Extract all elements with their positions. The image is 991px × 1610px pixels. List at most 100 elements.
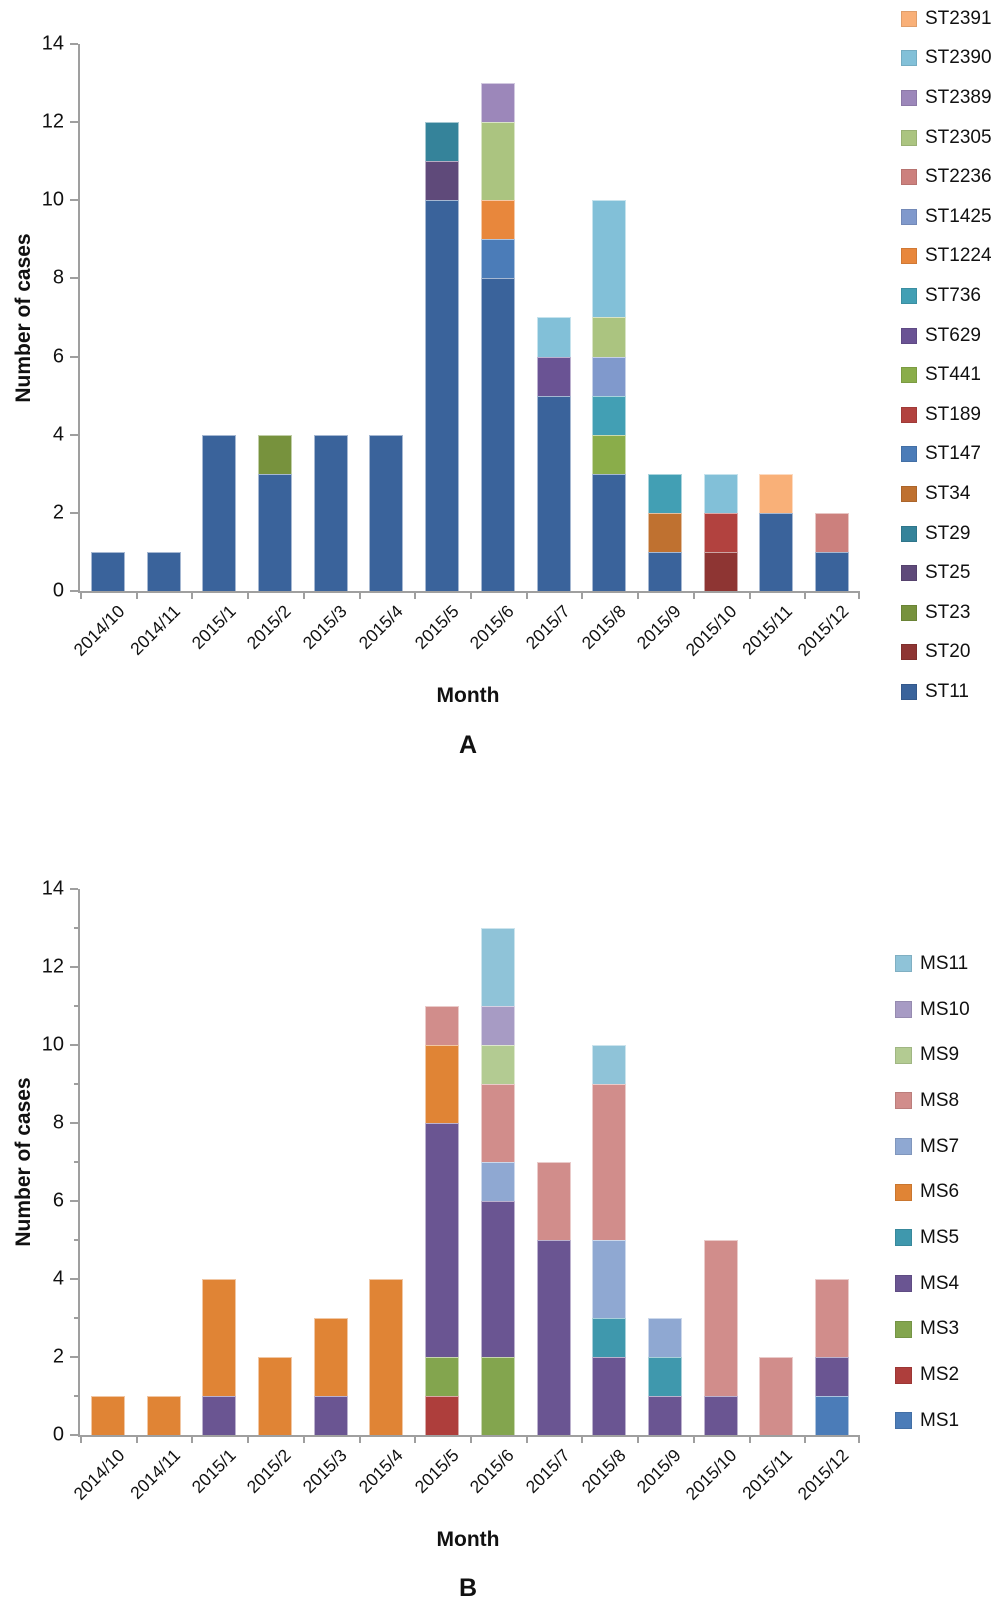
legend-label: ST2391 (925, 7, 991, 29)
x-axis-tick (804, 1435, 806, 1443)
legend-swatch (895, 1138, 912, 1156)
legend-swatch (901, 485, 917, 502)
x-axis-tick (749, 1435, 751, 1443)
bar-segment-MS8 (704, 1240, 738, 1396)
x-axis-category-label: 2015/4 (354, 1445, 407, 1497)
legend-item: ST2391 (901, 0, 991, 39)
y-axis-tick (70, 434, 78, 436)
bar-stack (147, 1396, 181, 1435)
x-axis-tick (80, 591, 82, 599)
panel-label-a: A (458, 731, 478, 759)
legend-item: ST2390 (901, 39, 991, 79)
bar-segment-ST11 (481, 278, 515, 591)
legend-swatch (901, 208, 917, 225)
bar-stack (648, 474, 682, 591)
legend-swatch (895, 1229, 912, 1247)
bar-segment-MS4 (202, 1396, 236, 1435)
bar-stack (704, 474, 738, 591)
legend-label: ST23 (925, 601, 971, 623)
bar-segment-ST2390 (704, 474, 738, 513)
legend-swatch (901, 327, 917, 344)
legend-item: ST189 (901, 395, 991, 435)
x-axis-category-label: 2015/12 (793, 601, 853, 660)
legend-item: MS11 (895, 941, 970, 987)
x-axis-category-label: 2014/10 (69, 1445, 129, 1504)
y-axis-minor-tick (74, 1005, 79, 1007)
legend-swatch (901, 129, 917, 146)
legend-item: MS9 (895, 1032, 970, 1078)
x-axis-tick (804, 591, 806, 599)
legend-label: ST25 (925, 562, 971, 584)
legend-item: MS5 (895, 1215, 970, 1261)
x-axis-category-label: 2015/3 (298, 601, 351, 653)
bar-segment-MS6 (314, 1318, 348, 1396)
legend-label: ST441 (925, 364, 981, 386)
legend-item: ST441 (901, 355, 991, 395)
legend-label: ST29 (925, 522, 971, 544)
x-axis-category-label: 2015/3 (298, 1445, 351, 1497)
bar-stack (759, 474, 793, 591)
y-axis-minor-tick (74, 1317, 79, 1319)
x-axis-tick (470, 591, 472, 599)
bar-segment-MS8 (537, 1162, 571, 1240)
y-axis-tick-label: 4 (52, 423, 64, 446)
bar-segment-ST2390 (592, 200, 626, 317)
bar-stack (648, 1318, 682, 1435)
bar-stack (91, 1396, 125, 1435)
bar-segment-ST2305 (592, 317, 626, 357)
legend-item: ST147 (901, 435, 991, 475)
bar-segment-ST11 (815, 552, 849, 591)
y-axis-tick (70, 1122, 78, 1124)
bar-segment-ST2390 (537, 317, 571, 357)
x-axis-title: Month (436, 1528, 500, 1551)
x-axis-category-label: 2014/10 (69, 601, 129, 660)
plot-area: 0 2 4 6 8 10 12 14 2014/10 2014/11 2015/1 2015/2 201… (42, 878, 860, 1504)
y-axis-tick (70, 199, 78, 201)
y-axis-tick-label: 14 (41, 877, 64, 900)
legend-swatch (901, 604, 917, 621)
bar-segment-MS8 (759, 1357, 793, 1435)
bar-segment-MS11 (592, 1045, 626, 1084)
legend-label: ST11 (925, 680, 970, 702)
x-axis-tick (858, 591, 860, 599)
legend-label: MS11 (920, 952, 969, 974)
legend-label: MS8 (920, 1089, 960, 1111)
x-axis-tick (247, 1435, 249, 1443)
legend-item: ST629 (901, 316, 991, 356)
y-axis-tick (70, 1434, 78, 1436)
legend-label: ST189 (925, 403, 981, 425)
x-axis-category-label: 2015/5 (410, 601, 463, 653)
bar-segment-MS7 (592, 1240, 626, 1318)
bar-stack (314, 435, 348, 591)
y-axis-tick-label: 0 (52, 579, 64, 602)
x-axis-category-label: 2015/8 (577, 1445, 630, 1497)
x-axis-category-label: 2015/4 (354, 601, 407, 653)
bar-segment-MS4 (592, 1357, 626, 1435)
legend: MS11 MS10 MS9 MS8 MS7 MS6 MS5 MS4 MS3 MS2 MS1 (895, 941, 970, 1444)
legend-label: MS10 (920, 998, 970, 1020)
bar-segment-MS4 (481, 1201, 515, 1357)
bar-stack (314, 1318, 348, 1435)
legend-swatch (895, 1275, 912, 1293)
legend-item: ST736 (901, 276, 991, 316)
bar-stack (202, 435, 236, 591)
y-axis-tick (70, 356, 78, 358)
bar-segment-ST441 (592, 435, 626, 474)
y-axis-tick-label: 8 (52, 1111, 64, 1134)
y-axis-minor-tick (74, 1083, 79, 1085)
bar-segment-ST11 (592, 474, 626, 591)
bar-segment-ST11 (202, 435, 236, 591)
bar-stack (91, 552, 125, 591)
plot-area: 0 2 4 6 8 10 12 14 2014/10 2014/11 2015/1 2015/2 201… (42, 33, 860, 660)
legend-swatch (901, 169, 917, 186)
legend-item: MS7 (895, 1124, 970, 1170)
y-axis-tick-label: 6 (52, 1189, 64, 1212)
legend-item: ST20 (901, 633, 991, 673)
legend-swatch (901, 406, 917, 423)
bar-segment-ST11 (314, 435, 348, 591)
x-axis-category-label: 2015/5 (410, 1445, 463, 1497)
legend-label: MS6 (920, 1181, 960, 1203)
legend-label: ST2236 (925, 166, 991, 188)
x-axis-category-label: 2015/8 (577, 601, 630, 653)
bar-segment-ST11 (91, 552, 125, 591)
